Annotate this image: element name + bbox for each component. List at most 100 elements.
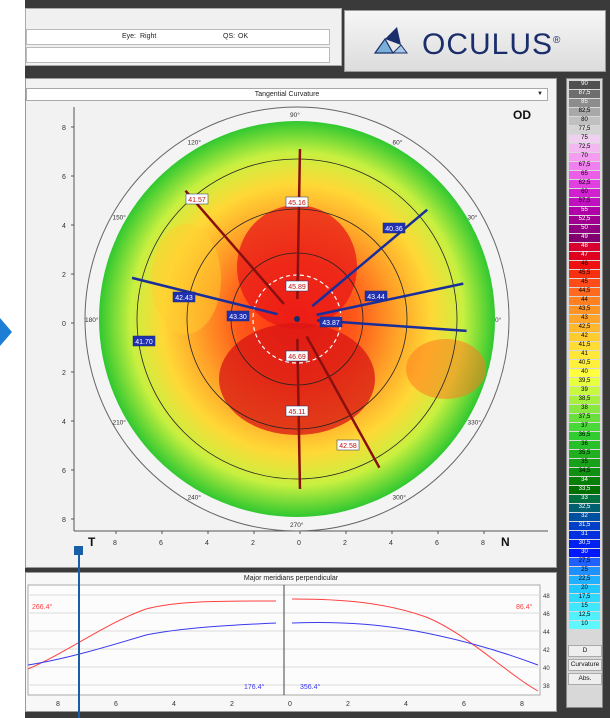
k-marker-value: 43.44 [367,294,385,301]
k-marker[interactable]: 45.16 [285,196,309,208]
curvature-button[interactable]: Curvature [568,659,602,671]
k-marker[interactable]: 42.58 [336,439,360,451]
k-marker-value: 40.36 [385,226,403,233]
profile-red-curve [27,598,539,692]
k-marker[interactable]: 43.87 [319,316,343,328]
x-tick-label: 0 [297,540,301,547]
oculus-logo: OCULUS® [344,10,606,72]
k-marker-value: 45.89 [288,284,306,291]
angle-label: 180° [85,316,99,324]
nasal-label: N [501,535,510,549]
keratometry-markers: 45.16 45.89 46.69 45.11 42.58 41.57 40.36 42.43… [132,193,406,451]
scale-step: 40 [569,369,600,377]
angle-label: 240° [188,494,202,502]
k-marker[interactable]: 45.11 [285,405,309,417]
abs-button[interactable]: Abs. [568,673,602,685]
profile-title: Major meridians perpendicular [243,575,339,582]
scale-step: 45 [569,279,600,287]
k-marker[interactable]: 43.44 [364,290,388,302]
curvature-map[interactable]: 8 6 4 2 0 2 4 6 8 8 6 4 2 0 2 4 6 8 90° 60° 30° 0° 330° 300° 2… [26,79,558,569]
chevron-down-icon: ▼ [537,91,543,97]
eye-value: Right [140,33,157,40]
profile-y-tick: 48 [543,594,550,600]
patient-info-bar: Eye: Right QS: OK [25,8,342,66]
scale-step: 30 [569,549,600,557]
cursor-pointer-handle[interactable] [74,546,83,555]
scale-step: 44 [569,297,600,305]
scale-step: 46 [569,261,600,269]
k-marker[interactable]: 43.30 [226,310,250,322]
angle-label: 0° [495,316,502,324]
scale-step: 55 [569,207,600,215]
scale-step: 45,5 [569,270,600,278]
scale-step: 70 [569,153,600,161]
scale-step: 22,5 [569,576,600,584]
profile-x-tick: 4 [404,701,408,708]
k-marker[interactable]: 41.57 [185,193,209,205]
scale-step: 10 [569,621,600,629]
k-marker[interactable]: 42.43 [172,291,196,303]
profile-x-tick: 4 [172,701,176,708]
profile-y-tick: 42 [543,648,550,654]
x-tick-group: 8 6 4 2 0 2 4 6 8 [113,531,485,547]
topography-panel: Tangential Curvature ▼ OD T N 8 6 4 2 0 2 4 6 8 … [25,78,557,568]
profile-x-tick: 6 [114,701,118,708]
k-marker[interactable]: 40.36 [382,222,406,234]
x-tick-label: 2 [251,540,255,547]
angle-label: 270° [290,521,304,529]
y-tick-label: 6 [62,468,66,475]
scale-step: 85 [569,99,600,107]
info-field-secondary [26,47,330,63]
profile-y-tick: 40 [543,666,550,672]
eye-label: Eye: [122,33,137,40]
color-scale-bar[interactable]: 90 87,5 85 82,5 80 77,5 75 72,5 70 67,5 65 62,5 60 57… [566,78,603,708]
scale-step: 42 [569,333,600,341]
profile-x-tick: 2 [230,701,234,708]
scale-step: 52,5 [569,216,600,224]
k-marker[interactable]: 45.89 [285,280,309,292]
scale-step: 35,5 [569,450,600,458]
scale-step: 90 [569,81,600,89]
k-marker[interactable]: 41.70 [132,335,156,347]
scale-step: 25 [569,567,600,575]
x-tick-label: 4 [205,540,209,547]
profile-label-left-top: 266.4° [32,603,53,611]
scale-step: 44,5 [569,288,600,296]
angle-label: 210° [112,419,126,427]
qs-value: OK [238,33,249,40]
scale-step: 65 [569,171,600,179]
k-marker-value: 43.87 [322,320,340,327]
unit-button[interactable]: D [568,645,602,657]
profile-blue-curve [27,621,539,666]
scale-step: 31 [569,531,600,539]
warm-zone-nasal [406,339,486,399]
side-arrow-icon[interactable] [0,318,12,346]
scale-step: 34 [569,477,600,485]
angle-label: 60° [393,138,403,146]
scale-step: 43 [569,315,600,323]
map-type-dropdown[interactable]: Tangential Curvature ▼ [26,88,548,101]
x-tick-label: 8 [113,540,117,547]
profile-x-tick: 8 [56,701,60,708]
k-marker[interactable]: 46.69 [285,350,309,362]
k-marker-value: 45.16 [288,200,306,207]
scale-step: 40,5 [569,360,600,368]
scale-step: 34,5 [569,468,600,476]
y-tick-label: 4 [62,223,66,230]
qs-label: QS: [223,33,236,40]
profile-chart[interactable]: 266.4° 86.4° 176.4° 356.4° 4846444240388… [26,573,558,713]
scale-step: 17,5 [569,594,600,602]
apex-marker [294,316,300,322]
scale-step: 12,5 [569,612,600,620]
x-tick-label: 6 [435,540,439,547]
oculus-logo-icon [373,27,408,54]
k-marker-value: 45.11 [289,409,306,416]
profile-x-tick: 8 [520,701,524,708]
k-marker-value: 43.30 [229,314,247,321]
angle-label: 120° [188,138,202,146]
scale-step: 36 [569,441,600,449]
eye-indicator: OD [513,108,531,122]
profile-y-tick: 38 [543,684,550,690]
y-tick-label: 8 [62,517,66,524]
scale-step: 82,5 [569,108,600,116]
